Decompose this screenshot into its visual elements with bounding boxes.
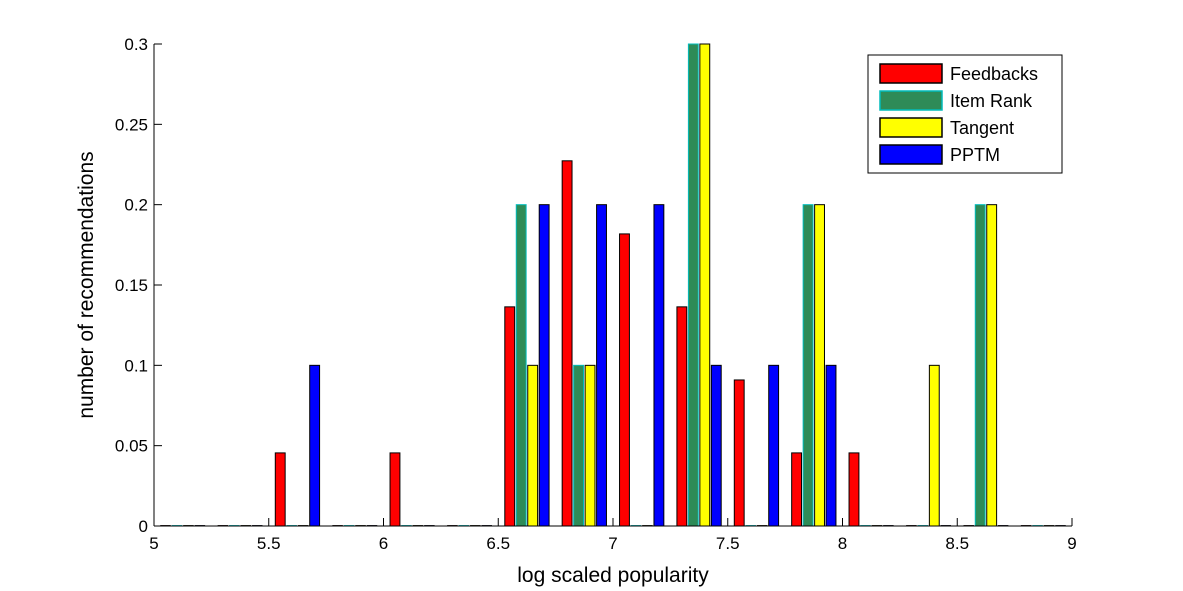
x-tick-label: 7 (608, 534, 617, 553)
y-tick-label: 0.2 (124, 196, 148, 215)
bar-item-rank (802, 204, 814, 527)
bar-pptm (538, 204, 550, 527)
y-tick-label: 0.05 (115, 437, 148, 456)
x-tick-label: 8.5 (945, 534, 969, 553)
y-axis-label: number of recommendations (75, 151, 98, 418)
x-tick-label: 8 (838, 534, 847, 553)
bar-feedbacks (733, 379, 745, 527)
legend-label-item-rank: Item Rank (950, 91, 1033, 111)
bar-feedbacks (791, 452, 803, 527)
x-axis-label: log scaled popularity (517, 564, 709, 587)
y-tick-label: 0 (139, 517, 148, 536)
legend-label-tangent: Tangent (950, 118, 1014, 138)
legend-swatch-tangent (879, 117, 943, 138)
legend: Feedbacks Item Rank Tangent PPTM (867, 54, 1063, 174)
bar-tangent (814, 204, 825, 527)
bar-feedbacks (619, 233, 630, 527)
bar-pptm (710, 364, 722, 527)
bar-pptm (825, 364, 837, 527)
legend-swatch-item-rank (879, 90, 943, 111)
bar-item-rank (687, 43, 699, 527)
legend-label-pptm: PPTM (950, 145, 1000, 165)
x-tick-label: 5.5 (257, 534, 281, 553)
x-tick-label: 7.5 (716, 534, 740, 553)
y-tick-label: 0.25 (115, 115, 148, 134)
x-tick-label: 6.5 (486, 534, 510, 553)
x-tick-label: 6 (379, 534, 388, 553)
bar-feedbacks (676, 306, 688, 527)
bar-tangent (699, 43, 711, 527)
bar-tangent (986, 204, 998, 527)
bar-pptm (653, 204, 665, 527)
bar-tangent (527, 364, 539, 527)
bar-item-rank (515, 204, 527, 527)
bar-feedbacks (504, 306, 516, 527)
bar-pptm (596, 204, 607, 527)
x-tick-label: 5 (149, 534, 158, 553)
bar-pptm (768, 364, 780, 527)
legend-label-feedbacks: Feedbacks (950, 64, 1038, 84)
bar-feedbacks (389, 452, 401, 527)
axes-group: 5 5.5 6 6.5 7 7.5 8 8.5 9 0 0.05 0.1 0.15 0.2 0.25 0.3 (115, 35, 1077, 553)
bar-feedbacks (561, 160, 573, 527)
bar-item-rank (974, 204, 986, 527)
legend-swatch-feedbacks (879, 63, 943, 84)
y-tick-label: 0.3 (124, 35, 148, 54)
bar-tangent (584, 364, 596, 527)
bar-item-rank (573, 364, 585, 527)
bar-feedbacks (848, 452, 860, 527)
x-tick-label: 9 (1067, 534, 1076, 553)
legend-swatch-pptm (879, 144, 943, 165)
y-tick-label: 0.15 (115, 276, 148, 295)
bar-pptm (309, 364, 321, 527)
bar-tangent (928, 364, 940, 527)
bar-feedbacks (274, 452, 286, 527)
y-tick-label: 0.1 (124, 356, 148, 375)
